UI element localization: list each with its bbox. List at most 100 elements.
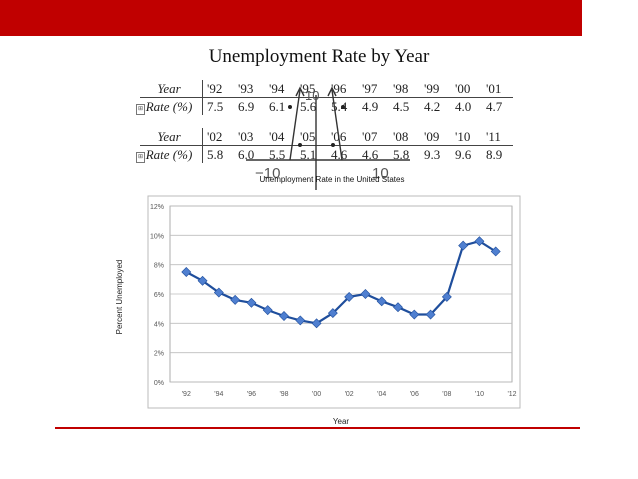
x-tick-label: '10	[475, 391, 484, 398]
year-cell: '11	[482, 128, 513, 146]
x-tick-label: '12	[507, 391, 516, 398]
overlay-axis-label-left: −10	[255, 165, 280, 182]
data-point	[213, 287, 224, 298]
y-tick-label: 12%	[150, 204, 164, 211]
x-tick-label: '00	[312, 391, 321, 398]
year-cell: '07	[358, 128, 389, 146]
year-cell: '09	[420, 128, 451, 146]
series-markers	[181, 236, 501, 329]
rate-cell: 5.8	[393, 146, 410, 162]
year-cell: '97	[358, 80, 389, 98]
y-tick-label: 0%	[154, 380, 164, 387]
rate-cell: 4.5	[393, 98, 410, 114]
data-table-1: Year '92 '93 '94 '95 '96 '97 '98 '99 '00…	[140, 80, 513, 115]
data-point	[230, 294, 241, 305]
x-tick-label: '94	[214, 391, 223, 398]
data-point	[181, 267, 192, 277]
year-cell: '94	[265, 80, 296, 98]
year-cell: '00	[451, 80, 482, 98]
overlay-point	[288, 105, 292, 109]
data-point	[458, 240, 469, 251]
data-point	[279, 311, 289, 321]
year-cell: '02	[202, 128, 234, 146]
rate-cell: 9.6	[455, 146, 472, 162]
data-point	[409, 309, 420, 320]
chart-title: Unemployment Rate in the United States	[260, 175, 405, 184]
overlay-axes-graphic	[246, 86, 410, 190]
year-cell: '95	[296, 80, 327, 98]
year-cell: '04	[265, 128, 296, 146]
data-point	[262, 305, 273, 316]
rate-header: Rate (%)	[140, 97, 203, 115]
y-tick-label: 10%	[150, 233, 164, 240]
x-tick-labels: '92 '94 '96 '98 '00 '02 '04 '06 '08 '10 '12	[182, 391, 517, 398]
x-tick-label: '98	[279, 391, 288, 398]
year-cell: '92	[202, 80, 234, 98]
bottom-accent-line	[55, 427, 580, 429]
data-point	[246, 297, 257, 308]
rate-cell: 9.3	[424, 146, 441, 162]
data-point	[490, 246, 501, 257]
x-tick-label: '04	[377, 391, 386, 398]
y-tick-label: 6%	[154, 292, 164, 299]
rate-cell: 4.2	[424, 98, 441, 114]
rate-cell: 5.6	[300, 98, 317, 114]
year-cell: '08	[389, 128, 420, 146]
rate-cell: 8.9	[486, 146, 503, 162]
data-point	[441, 291, 452, 302]
rate-header: Rate (%)	[140, 145, 203, 163]
data-point	[344, 291, 355, 302]
data-point	[327, 308, 338, 319]
y-tick-label: 2%	[154, 351, 164, 358]
data-point	[474, 236, 485, 247]
x-axis-label: Year	[333, 417, 350, 426]
x-tick-label: '02	[345, 391, 354, 398]
overlay-point	[331, 143, 335, 147]
y-axis-label: Percent Unemployed	[115, 260, 124, 335]
overlay-axis-label-right: 10	[372, 165, 389, 182]
overlay-right-arrow	[331, 89, 343, 161]
rate-cell: 5.1	[300, 146, 317, 162]
overlay-right-arrowhead	[327, 86, 337, 97]
rate-cell: 7.5	[207, 98, 224, 114]
rate-cell: 4.9	[362, 98, 379, 114]
gridlines	[170, 205, 512, 383]
year-cell: '93	[234, 80, 265, 98]
slide-title: Unemployment Rate by Year	[208, 46, 430, 67]
rate-cell: 6.0	[238, 146, 255, 162]
table-handle-icon: ⊞	[136, 152, 145, 163]
x-tick-label: '08	[442, 391, 451, 398]
overlay-left-arrowhead	[295, 86, 305, 97]
data-point	[376, 296, 387, 307]
x-tick-label: '06	[410, 391, 419, 398]
year-cell: '10	[451, 128, 482, 146]
data-table-2: Year '02 '03 '04 '05 '06 '07 '08 '09 '10…	[140, 128, 513, 163]
rate-cell: 4.6	[362, 146, 379, 162]
rate-cell: 4.0	[455, 98, 472, 114]
data-point	[295, 315, 306, 326]
rate-cell: 4.7	[486, 98, 503, 114]
data-point	[197, 275, 208, 286]
overlay-axis-label-top: 10	[305, 88, 319, 103]
rate-cell: 6.1	[269, 98, 286, 114]
year-cell: '01	[482, 80, 513, 98]
y-tick-label: 4%	[154, 321, 164, 328]
top-accent-bar	[0, 0, 582, 36]
rate-cell: 5.5	[269, 146, 286, 162]
year-cell: '03	[234, 128, 265, 146]
data-point	[360, 289, 371, 299]
overlay-point	[298, 143, 302, 147]
x-tick-label: '96	[247, 391, 256, 398]
y-tick-labels: 0% 2% 4% 6% 8% 10% 12%	[150, 204, 164, 387]
table-handle-icon: ⊞	[136, 104, 145, 115]
year-cell: '05	[296, 128, 327, 146]
year-cell: '98	[389, 80, 420, 98]
year-header: Year	[140, 80, 203, 98]
data-point	[425, 309, 436, 320]
year-header: Year	[140, 128, 203, 146]
rate-cell: 5.8	[207, 146, 224, 162]
overlay-left-arrow	[289, 89, 301, 161]
overlay-point	[341, 105, 345, 109]
data-point	[393, 302, 403, 313]
